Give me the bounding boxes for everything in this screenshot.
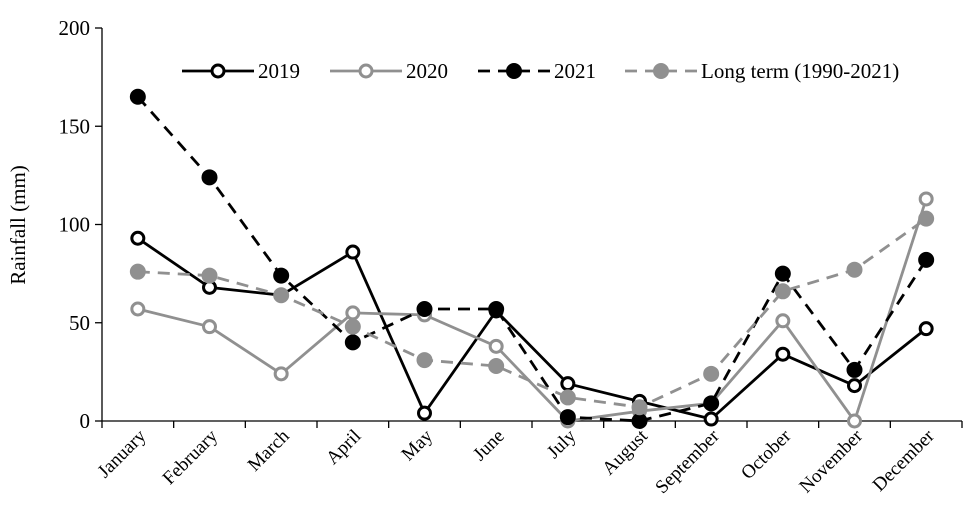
x-tick-label: February [159,425,223,489]
legend-item: Long term (1990-2021) [625,59,899,83]
data-point [416,300,433,317]
series-4 [129,210,935,416]
data-point [847,378,862,394]
data-point [775,313,791,329]
legend-label: 2021 [554,59,596,83]
data-point [560,376,576,392]
data-point [918,321,934,337]
series-2 [130,191,934,429]
data-point [774,283,791,300]
data-point [273,366,289,382]
data-point [129,263,146,280]
axes: 0 50 100 150 200 January February March April May… [59,16,963,498]
data-point [488,338,504,354]
legend-label: Long term (1990-2021) [701,59,899,83]
data-point [416,352,433,369]
legend-marker [506,63,522,79]
legend-label: 2019 [258,59,300,83]
y-tick-label: 50 [69,311,90,335]
data-point [703,411,719,427]
data-point [631,413,648,429]
legend-item: 2020 [330,59,448,83]
x-tick-label: October [737,425,796,484]
data-point [918,210,935,227]
y-tick-label: 150 [59,114,91,138]
data-point [847,413,862,429]
data-point [846,261,863,278]
x-tick-label: August [598,425,652,479]
data-point [130,230,146,246]
series-3 [129,88,935,429]
data-point [703,365,720,382]
data-point [201,267,218,284]
data-point [488,357,505,374]
series-line [136,95,928,423]
legend-label: 2020 [406,59,448,83]
x-tick-label: July [543,425,581,463]
data-point [775,346,791,362]
y-tick-label: 200 [59,16,91,40]
data-point [129,88,146,105]
data-point [559,389,576,406]
data-point [918,191,934,207]
legend-marker [210,63,226,79]
x-tick-label: September [651,425,724,498]
data-point [344,318,361,335]
data-point [344,334,361,351]
data-point [273,267,290,284]
data-point [201,169,218,186]
legend-marker [358,63,374,79]
x-tick-label: April [322,426,365,469]
data-point [345,305,361,321]
data-point [559,409,576,426]
legend-item: 2019 [182,59,300,83]
data-point [345,244,361,260]
x-tick-label: November [795,425,867,497]
series-line [137,217,928,409]
legend: 2019 2020 2021 Long term (1990-2021) [182,59,899,83]
y-tick-label: 100 [59,213,91,237]
data-point [918,251,935,268]
data-point [130,301,146,317]
data-point [202,319,217,335]
legend-item: 2021 [478,59,596,83]
data-point [631,399,648,416]
x-tick-label: December [869,425,940,496]
data-point [774,265,791,282]
series-layer [129,88,935,429]
data-point [488,300,505,317]
series-line [137,198,928,423]
data-point [273,287,290,304]
data-point [703,395,720,412]
data-point [846,361,863,378]
data-point [417,405,432,421]
series-line [137,237,928,421]
legend-marker [653,63,669,79]
y-tick-label: 0 [80,409,91,433]
series-1 [130,230,934,427]
x-tick-label: June [469,426,508,465]
x-tick-label: January [94,425,151,482]
x-tick-label: May [398,425,438,465]
y-axis-label: Rainfall (mm) [6,165,30,285]
x-tick-label: March [244,425,294,475]
